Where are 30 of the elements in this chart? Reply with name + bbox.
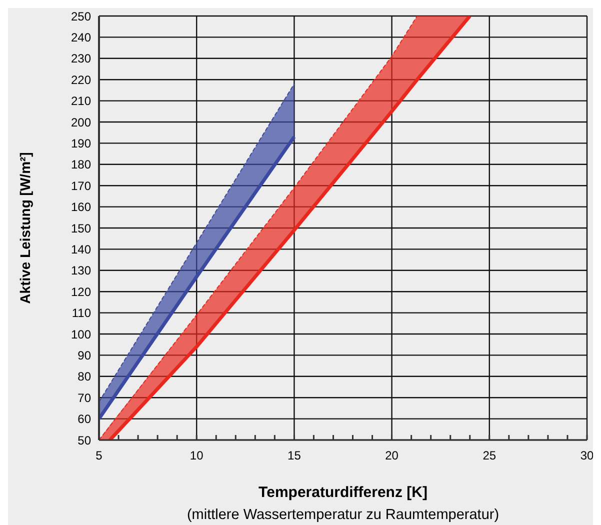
y-tick-label: 200 bbox=[70, 115, 92, 130]
x-axis-title: Temperaturdifferenz [K] bbox=[258, 484, 428, 501]
y-axis-title: Aktive Leistung [W/m²] bbox=[17, 152, 33, 304]
y-tick-label: 90 bbox=[78, 348, 92, 362]
y-tick-label: 80 bbox=[78, 370, 92, 384]
y-tick-label: 60 bbox=[78, 412, 92, 426]
y-tick-label: 140 bbox=[70, 242, 92, 256]
y-tick-label: 130 bbox=[70, 264, 92, 278]
y-tick-label: 190 bbox=[70, 136, 92, 150]
y-tick-label: 110 bbox=[72, 306, 92, 320]
y-tick-label: 230 bbox=[70, 52, 92, 66]
x-tick-label: 10 bbox=[190, 448, 204, 463]
y-tick-label: 240 bbox=[70, 30, 92, 44]
y-tick-label: 210 bbox=[70, 94, 92, 108]
y-tick-label: 170 bbox=[70, 178, 92, 193]
y-tick-label: 180 bbox=[70, 158, 92, 172]
y-tick-label: 70 bbox=[78, 390, 92, 405]
x-tick-label: 15 bbox=[288, 448, 302, 463]
y-tick-label: 100 bbox=[70, 327, 92, 342]
x-tick-label: 30 bbox=[580, 448, 594, 463]
x-tick-label: 25 bbox=[482, 448, 496, 463]
y-tick-label: 220 bbox=[70, 72, 92, 87]
x-tick-label: 20 bbox=[385, 448, 399, 463]
y-tick-label: 150 bbox=[70, 221, 92, 236]
y-tick-label: 50 bbox=[78, 433, 92, 448]
y-tick-label: 160 bbox=[70, 200, 92, 214]
x-tick-label: 5 bbox=[96, 448, 103, 463]
y-tick-label: 120 bbox=[70, 284, 92, 299]
text: (mittlere Wassertemperatur zu Raumtemperatur) bbox=[186, 507, 500, 523]
y-tick-label: 250 bbox=[70, 9, 92, 24]
